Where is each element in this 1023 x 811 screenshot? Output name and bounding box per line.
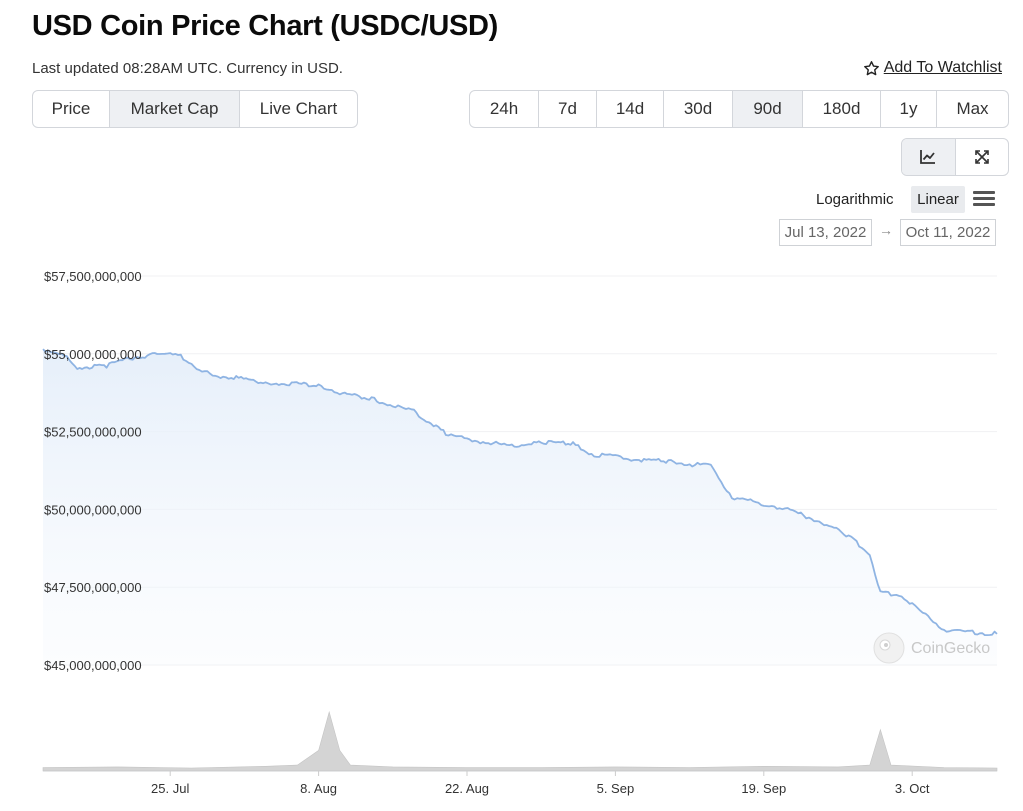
range-1y-button[interactable]: 1y xyxy=(881,91,937,127)
tab-market-cap[interactable]: Market Cap xyxy=(110,91,240,127)
time-range-selector: 24h 7d 14d 30d 90d 180d 1y Max xyxy=(469,90,1009,128)
logarithmic-scale-button[interactable]: Logarithmic xyxy=(816,191,894,208)
range-14d-button[interactable]: 14d xyxy=(597,91,664,127)
tab-price[interactable]: Price xyxy=(33,91,110,127)
x-tick-label: 8. Aug xyxy=(300,781,337,796)
watchlist-label: Add To Watchlist xyxy=(883,59,1002,76)
range-max-button[interactable]: Max xyxy=(956,99,989,118)
x-tick-label: 3. Oct xyxy=(895,781,930,796)
range-7d-button[interactable]: 7d xyxy=(539,91,597,127)
y-tick-label: $45,000,000,000 xyxy=(44,658,142,673)
chart-type-tabs: Price Market Cap Live Chart xyxy=(32,90,358,128)
volume-area xyxy=(42,710,998,772)
line-chart-view-button[interactable] xyxy=(902,139,956,175)
x-tick-label: 25. Jul xyxy=(151,781,189,796)
arrow-right-icon: → xyxy=(879,222,893,238)
y-tick-label: $52,500,000,000 xyxy=(44,425,142,440)
y-tick-label: $47,500,000,000 xyxy=(44,580,142,595)
coingecko-watermark: CoinGecko xyxy=(873,632,990,664)
expand-icon xyxy=(974,150,989,164)
y-tick-label: $57,500,000,000 xyxy=(44,269,142,284)
tab-live-chart[interactable]: Live Chart xyxy=(259,99,338,118)
watermark-text: CoinGecko xyxy=(911,640,990,657)
line-chart-icon xyxy=(920,150,936,164)
market-cap-area xyxy=(43,349,997,665)
date-to-input[interactable]: Oct 11, 2022 xyxy=(900,219,996,246)
x-tick-label: 5. Sep xyxy=(597,781,635,796)
market-cap-chart: $57,500,000,000 $55,000,000,000 $52,500,00… xyxy=(42,269,998,796)
range-90d-button[interactable]: 90d xyxy=(733,91,803,127)
y-tick-label: $50,000,000,000 xyxy=(44,502,142,517)
hamburger-menu-icon[interactable] xyxy=(973,191,995,207)
x-tick-label: 22. Aug xyxy=(445,781,489,796)
range-180d-button[interactable]: 180d xyxy=(803,91,881,127)
range-30d-button[interactable]: 30d xyxy=(664,91,733,127)
add-to-watchlist-link[interactable]: Add To Watchlist xyxy=(863,59,1002,77)
y-tick-label: $55,000,000,000 xyxy=(44,347,142,362)
date-from-input[interactable]: Jul 13, 2022 xyxy=(779,219,872,246)
star-icon xyxy=(863,60,879,75)
page-title: USD Coin Price Chart (USDC/USD) xyxy=(32,10,499,42)
fullscreen-button[interactable] xyxy=(956,139,1009,175)
linear-scale-button[interactable]: Linear xyxy=(911,186,965,213)
range-24h-button[interactable]: 24h xyxy=(470,91,539,127)
x-tick-label: 19. Sep xyxy=(741,781,786,796)
last-updated-text: Last updated 08:28AM UTC. Currency in US… xyxy=(32,60,343,77)
market-cap-line xyxy=(42,348,998,636)
chart-view-controls xyxy=(901,138,1009,176)
